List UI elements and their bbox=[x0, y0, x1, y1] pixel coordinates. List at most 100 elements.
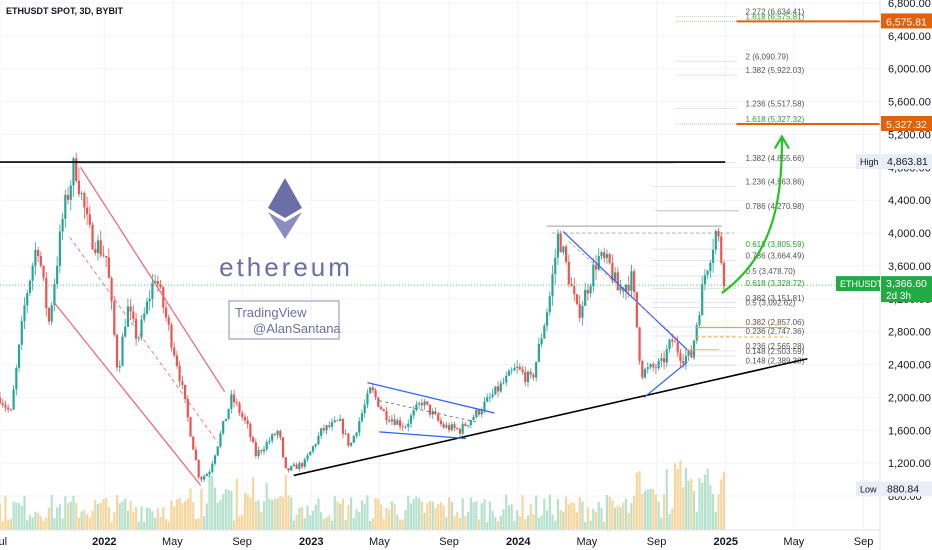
volume-bar bbox=[442, 505, 445, 530]
candle-body bbox=[483, 401, 486, 411]
candle-body bbox=[594, 264, 598, 270]
plot-area[interactable] bbox=[0, 0, 880, 530]
chart-title: ETHUSDT SPOT, 3D, BYBIT bbox=[6, 6, 124, 16]
candle-body bbox=[28, 280, 32, 294]
volume-bar bbox=[208, 472, 211, 530]
volume-bar bbox=[641, 493, 644, 530]
volume-bar bbox=[205, 503, 208, 530]
candle-body bbox=[37, 249, 40, 256]
candle-body bbox=[341, 419, 345, 434]
volume-bar bbox=[409, 503, 413, 530]
volume-bar bbox=[434, 507, 437, 530]
volume-bar bbox=[548, 494, 551, 530]
candle-body bbox=[554, 257, 557, 275]
candle-body bbox=[159, 284, 162, 288]
candle-body bbox=[453, 424, 456, 429]
candle-body bbox=[578, 303, 581, 318]
volume-bar bbox=[437, 504, 440, 530]
volume-bar bbox=[654, 494, 658, 530]
axis-tag bbox=[856, 154, 880, 170]
candle-body bbox=[72, 158, 75, 186]
volume-bar bbox=[554, 520, 557, 530]
volume-bar bbox=[12, 501, 15, 530]
volume-bar bbox=[83, 509, 86, 530]
volume-bar bbox=[646, 489, 649, 530]
target-badge bbox=[881, 13, 932, 29]
candle-body bbox=[374, 390, 377, 398]
candle-body bbox=[189, 417, 192, 437]
candle-body bbox=[616, 272, 619, 291]
candle-body bbox=[360, 413, 364, 422]
price-badges: 6,575.81 5,327.32 High 4,863.81 ETHUSDT 3,366… bbox=[836, 13, 932, 497]
candle-body bbox=[53, 284, 56, 306]
candle-body bbox=[241, 413, 244, 417]
volume-bar bbox=[698, 478, 701, 530]
volume-bar bbox=[701, 482, 704, 530]
volume-bar bbox=[143, 521, 146, 530]
volume-bar bbox=[192, 502, 195, 530]
candle-body bbox=[124, 326, 127, 337]
ethereum-logo bbox=[268, 178, 302, 239]
volume-bar bbox=[369, 520, 372, 530]
volume-bar bbox=[26, 520, 29, 530]
volume-bar bbox=[377, 498, 380, 530]
target-arrow-head bbox=[773, 134, 790, 150]
wedge-dashed bbox=[379, 400, 477, 423]
volume-bar bbox=[129, 500, 132, 530]
volume-bar bbox=[301, 506, 304, 530]
candle-body bbox=[660, 358, 663, 361]
volume-bar bbox=[64, 496, 67, 530]
volume-bar bbox=[613, 507, 617, 530]
candle-body bbox=[26, 293, 29, 306]
time-tick-label: Sep bbox=[439, 536, 459, 548]
volume-bar bbox=[99, 503, 102, 530]
volume-bar bbox=[638, 471, 641, 530]
candle-body bbox=[145, 301, 149, 314]
volume-bar bbox=[420, 501, 423, 530]
volume-bar bbox=[379, 504, 383, 530]
candle-body bbox=[298, 463, 301, 469]
candle-body bbox=[442, 424, 445, 428]
volume-bar bbox=[355, 509, 358, 530]
volume-bar bbox=[50, 494, 53, 530]
candle-body bbox=[262, 449, 266, 452]
drawings-back bbox=[74, 162, 740, 234]
candle-body bbox=[344, 433, 347, 435]
volume-bar bbox=[42, 521, 45, 530]
candle-body bbox=[58, 231, 61, 266]
volume-bar bbox=[453, 516, 456, 530]
time-tick-label: Sep bbox=[232, 536, 252, 548]
volume-bar bbox=[703, 474, 707, 530]
candle-body bbox=[722, 262, 726, 287]
volume-bar bbox=[472, 502, 475, 530]
time-axis[interactable]: Jul 2022 May Sep 2023 May Sep 2024 May Sep 2025 May… bbox=[0, 536, 873, 548]
volume-bar bbox=[262, 501, 266, 530]
price-axis[interactable]: 6,800.00 6,400.00 6,000.00 5,600.00 5,200.00… bbox=[888, 0, 931, 503]
candle-body bbox=[230, 394, 233, 410]
volume-bar bbox=[404, 510, 407, 530]
volume-bar bbox=[418, 498, 421, 530]
volume-bar bbox=[464, 515, 467, 530]
volume-bar bbox=[235, 478, 238, 530]
volume-bar bbox=[352, 518, 355, 530]
candle-body bbox=[450, 424, 453, 431]
fib-level-label: 1.236 (4,563.86) bbox=[746, 178, 805, 187]
volume-bar bbox=[1, 521, 4, 530]
candle-body bbox=[170, 324, 173, 348]
candle-body bbox=[284, 457, 287, 469]
candle-body bbox=[235, 402, 238, 404]
time-tick-label: May bbox=[369, 536, 390, 548]
volume-bar bbox=[584, 521, 587, 530]
target-badge-value: 6,575.81 bbox=[886, 16, 927, 28]
volume-bar bbox=[494, 516, 497, 530]
long-support-trendline bbox=[293, 358, 808, 477]
candle-body bbox=[458, 428, 462, 434]
volume-bar bbox=[611, 500, 614, 530]
candle-body bbox=[573, 286, 576, 295]
candle-body bbox=[477, 409, 481, 415]
candle-body bbox=[575, 294, 579, 304]
candle-body bbox=[423, 401, 426, 406]
price-tick-label: 4,400.00 bbox=[888, 195, 931, 207]
fib-level-label: 1.618 (6,575.81) bbox=[746, 12, 805, 21]
